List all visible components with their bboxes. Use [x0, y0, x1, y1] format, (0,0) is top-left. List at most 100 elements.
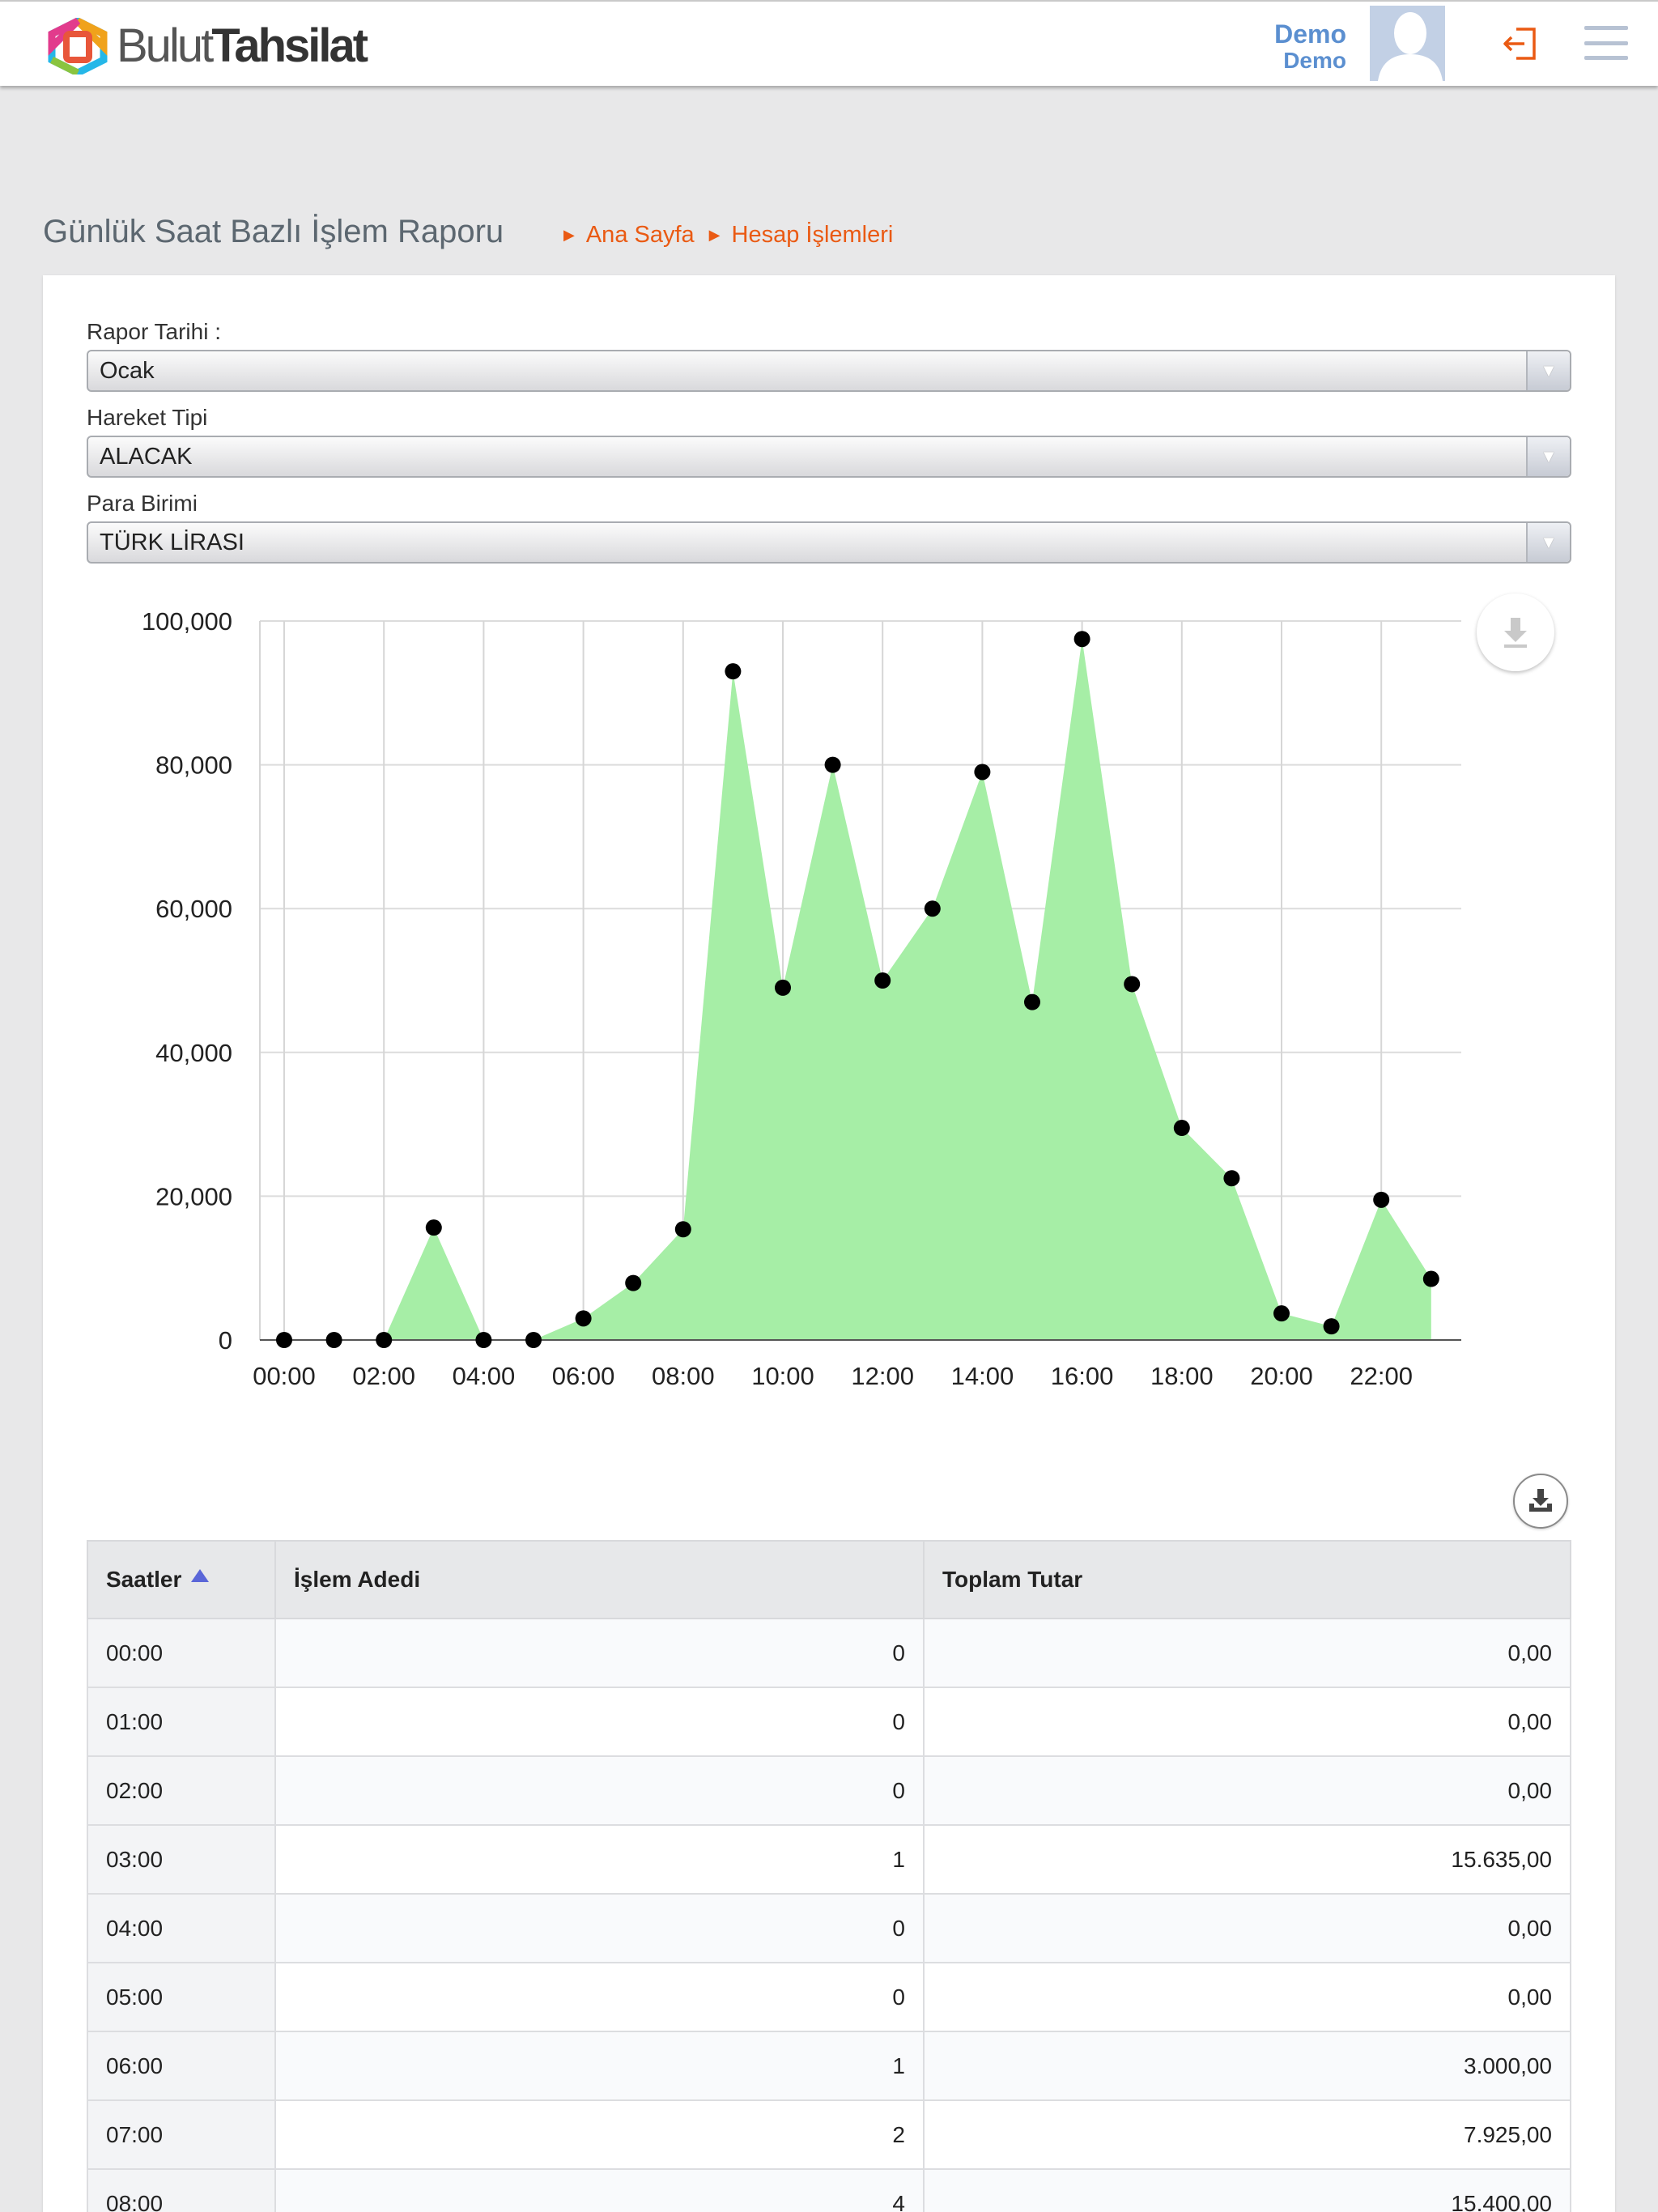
- report-date-select[interactable]: Ocak ▼: [87, 350, 1571, 392]
- cell-count: 0: [274, 1893, 925, 1963]
- cell-count: 0: [274, 1618, 925, 1688]
- data-point: [1422, 1270, 1439, 1287]
- cell-total: 0,00: [923, 1962, 1571, 2032]
- download-tray-icon: [1529, 1489, 1552, 1512]
- chart-export-button[interactable]: [1477, 593, 1554, 671]
- cell-total: 0,00: [923, 1687, 1571, 1757]
- cell-count: 1: [274, 2031, 925, 2101]
- cell-count: 0: [274, 1962, 925, 2032]
- cell-hour: 07:00: [87, 2099, 276, 2170]
- cell-hour: 02:00: [87, 1755, 276, 1826]
- y-tick-label: 20,000: [155, 1182, 232, 1210]
- breadcrumb-arrow-icon: ▶: [563, 227, 575, 243]
- avatar[interactable]: [1370, 6, 1445, 81]
- y-tick-label: 100,000: [142, 607, 232, 636]
- data-point: [1223, 1170, 1240, 1187]
- cell-hour: 06:00: [87, 2031, 276, 2101]
- menu-bar: [1584, 40, 1628, 45]
- cell-hour: 03:00: [87, 1824, 276, 1895]
- report-card: Rapor Tarihi : Ocak ▼ Hareket Tipi ALACA…: [43, 275, 1615, 2212]
- report-date-value: Ocak: [100, 357, 155, 384]
- table-row: 01:00 0 0,00: [87, 1687, 1571, 1757]
- data-point: [575, 1310, 592, 1327]
- cell-total: 0,00: [923, 1618, 1571, 1688]
- report-date-label: Rapor Tarihi :: [87, 319, 222, 344]
- movement-type-label: Hareket Tipi: [87, 405, 208, 430]
- column-header-total[interactable]: Toplam Tutar: [923, 1540, 1571, 1619]
- logo-text-bulut: Bulut: [117, 19, 214, 72]
- column-header-hours[interactable]: Saatler: [87, 1540, 276, 1619]
- page-title: Günlük Saat Bazlı İşlem Raporu: [43, 214, 504, 249]
- logout-icon[interactable]: [1500, 24, 1539, 63]
- chevron-down-icon[interactable]: ▼: [1526, 437, 1570, 476]
- logo-text: BulutTahsilat: [117, 23, 368, 70]
- cell-hour: 04:00: [87, 1893, 276, 1963]
- column-header-count[interactable]: İşlem Adedi: [274, 1540, 925, 1619]
- cell-hour: 05:00: [87, 1962, 276, 2032]
- cell-total: 0,00: [923, 1893, 1571, 1963]
- data-point: [924, 900, 941, 917]
- cell-count: 0: [274, 1755, 925, 1826]
- data-point: [1273, 1305, 1290, 1322]
- x-tick-label: 18:00: [1150, 1362, 1214, 1390]
- currency-select[interactable]: TÜRK LİRASI ▼: [87, 521, 1571, 564]
- data-point: [625, 1274, 642, 1291]
- table-row: 03:00 1 15.635,00: [87, 1824, 1571, 1895]
- sort-ascending-icon[interactable]: [191, 1569, 210, 1582]
- top-navigation-bar: BulutTahsilat Demo Demo: [0, 0, 1658, 86]
- column-header-count-label: İşlem Adedi: [294, 1567, 421, 1592]
- table-download-button[interactable]: [1513, 1474, 1568, 1529]
- x-tick-label: 12:00: [851, 1362, 914, 1390]
- breadcrumb-home-link[interactable]: Ana Sayfa: [585, 222, 695, 248]
- table-row: 05:00 0 0,00: [87, 1962, 1571, 2032]
- data-point: [276, 1332, 292, 1348]
- hourly-transaction-chart: 0 20,000 40,000 60,000 80,000 100,000 00:00 02:…: [142, 607, 1461, 1390]
- cell-hour: 00:00: [87, 1618, 276, 1688]
- cell-count: 1: [274, 1824, 925, 1895]
- cell-count: 4: [274, 2168, 925, 2212]
- x-tick-label: 04:00: [453, 1362, 516, 1390]
- cell-hour: 08:00: [87, 2168, 276, 2212]
- table-row: 02:00 0 0,00: [87, 1755, 1571, 1826]
- hamburger-menu-icon[interactable]: [1584, 26, 1628, 60]
- data-point: [1373, 1191, 1390, 1208]
- data-point: [525, 1332, 542, 1348]
- data-point: [1173, 1120, 1190, 1137]
- bulut-tahsilat-logo[interactable]: BulutTahsilat: [42, 18, 368, 74]
- cell-hour: 01:00: [87, 1687, 276, 1757]
- data-point: [325, 1332, 342, 1348]
- data-point: [874, 972, 891, 989]
- data-point: [775, 979, 791, 996]
- data-point: [475, 1332, 492, 1348]
- cell-count: 2: [274, 2099, 925, 2170]
- column-header-total-label: Toplam Tutar: [942, 1567, 1083, 1592]
- y-tick-label: 40,000: [155, 1039, 232, 1067]
- table-row: 04:00 0 0,00: [87, 1893, 1571, 1963]
- data-point: [1073, 631, 1090, 648]
- cell-total: 7.925,00: [923, 2099, 1571, 2170]
- data-point: [674, 1221, 691, 1238]
- cell-total: 0,00: [923, 1755, 1571, 1826]
- breadcrumb-account-link[interactable]: Hesap İşlemleri: [731, 222, 894, 248]
- breadcrumb-arrow-icon: ▶: [708, 227, 721, 243]
- movement-type-select[interactable]: ALACAK ▼: [87, 436, 1571, 478]
- user-info[interactable]: Demo Demo: [1274, 19, 1346, 73]
- chevron-down-icon[interactable]: ▼: [1526, 523, 1570, 562]
- table-row: 06:00 1 3.000,00: [87, 2031, 1571, 2101]
- x-tick-label: 00:00: [253, 1362, 316, 1390]
- data-point: [1323, 1318, 1340, 1335]
- user-silhouette-icon: [1370, 6, 1445, 81]
- data-point: [425, 1219, 442, 1236]
- data-point: [1124, 976, 1141, 993]
- x-tick-label: 20:00: [1250, 1362, 1313, 1390]
- y-tick-label: 80,000: [155, 751, 232, 780]
- currency-value: TÜRK LİRASI: [100, 529, 244, 555]
- cell-total: 3.000,00: [923, 2031, 1571, 2101]
- chevron-down-icon[interactable]: ▼: [1526, 351, 1570, 390]
- x-tick-label: 14:00: [951, 1362, 1014, 1390]
- user-name: Demo: [1274, 19, 1346, 49]
- x-tick-label: 16:00: [1051, 1362, 1114, 1390]
- table-row: 07:00 2 7.925,00: [87, 2099, 1571, 2170]
- table-row: 00:00 0 0,00: [87, 1618, 1571, 1688]
- data-point: [974, 764, 991, 781]
